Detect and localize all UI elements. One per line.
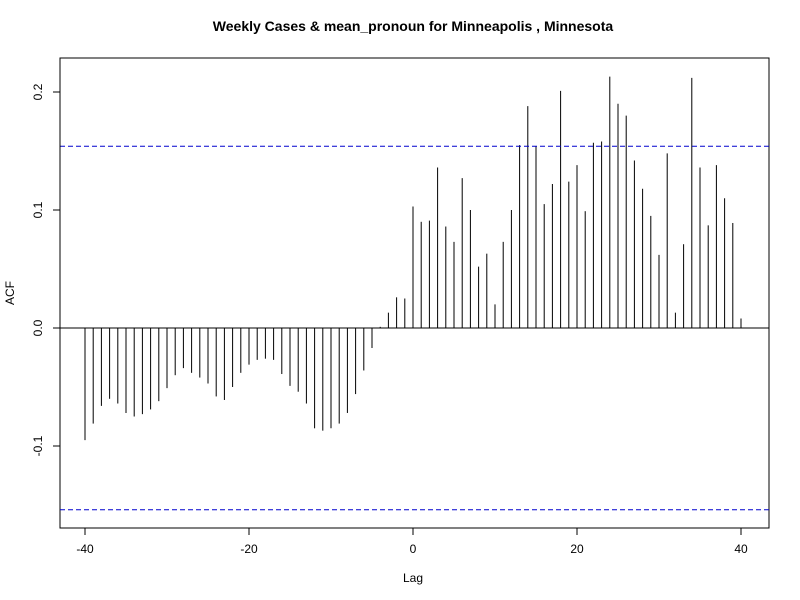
y-tick-label: -0.1 — [31, 435, 45, 456]
x-tick-label: -20 — [240, 542, 258, 556]
acf-bars — [84, 76, 742, 441]
plot-frame — [59, 57, 770, 529]
x-axis: -40 -20 0 20 40 — [76, 527, 748, 556]
x-tick-label: -40 — [76, 542, 94, 556]
y-tick-label: 0.2 — [31, 83, 45, 100]
y-tick-label: 0.1 — [31, 201, 45, 218]
x-axis-label: Lag — [403, 571, 423, 585]
y-axis-label: ACF — [3, 281, 17, 305]
y-tick-label: 0.0 — [31, 319, 45, 336]
y-axis: -0.1 0.0 0.1 0.2 — [31, 83, 61, 456]
x-tick-label: 0 — [410, 542, 417, 556]
x-tick-label: 40 — [734, 542, 748, 556]
chart-title: Weekly Cases & mean_pronoun for Minneapo… — [213, 18, 614, 34]
x-tick-label: 20 — [570, 542, 584, 556]
